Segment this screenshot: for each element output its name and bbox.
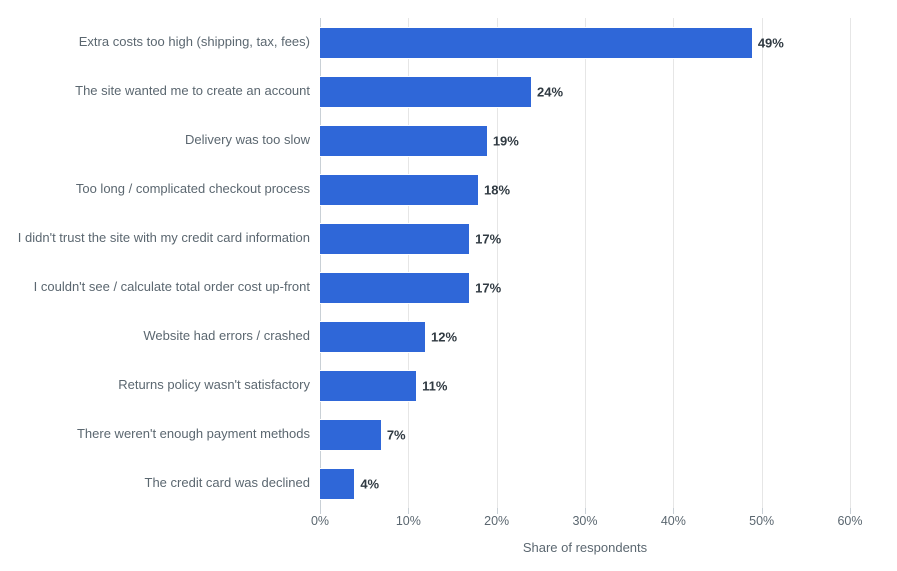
y-axis-label: Too long / complicated checkout process xyxy=(8,165,310,214)
y-axis-labels: Extra costs too high (shipping, tax, fee… xyxy=(8,18,310,508)
bar[interactable]: 7% xyxy=(320,419,382,451)
x-tick-label: 50% xyxy=(749,514,774,528)
bar-value-label: 49% xyxy=(758,35,784,50)
x-tick-label: 10% xyxy=(396,514,421,528)
gridline xyxy=(850,18,851,508)
bars-layer: 49% 24% 19% 18% 17% 17% 12% 11% 7% 4% xyxy=(320,18,850,508)
y-axis-label: There weren't enough payment methods xyxy=(8,410,310,459)
y-axis-label: I didn't trust the site with my credit c… xyxy=(8,214,310,263)
bar[interactable]: 24% xyxy=(320,76,532,108)
x-tick-label: 40% xyxy=(661,514,686,528)
bar[interactable]: 19% xyxy=(320,125,488,157)
bar-value-label: 17% xyxy=(475,280,501,295)
bar[interactable]: 12% xyxy=(320,321,426,353)
bar-value-label: 4% xyxy=(360,476,379,491)
y-axis-label: Website had errors / crashed xyxy=(8,312,310,361)
bar[interactable]: 17% xyxy=(320,272,470,304)
y-axis-label: Returns policy wasn't satisfactory xyxy=(8,361,310,410)
bar-value-label: 24% xyxy=(537,84,563,99)
y-axis-label: The credit card was declined xyxy=(8,459,310,508)
y-axis-label: Extra costs too high (shipping, tax, fee… xyxy=(8,18,310,67)
x-tick-label: 20% xyxy=(484,514,509,528)
bar-value-label: 17% xyxy=(475,231,501,246)
x-tick-label: 60% xyxy=(837,514,862,528)
y-axis-label: I couldn't see / calculate total order c… xyxy=(8,263,310,312)
bar-value-label: 11% xyxy=(422,378,447,393)
bar-value-label: 18% xyxy=(484,182,510,197)
x-tick-label: 0% xyxy=(311,514,329,528)
bar[interactable]: 49% xyxy=(320,27,753,59)
bar-value-label: 12% xyxy=(431,329,457,344)
bar[interactable]: 11% xyxy=(320,370,417,402)
x-tick-label: 30% xyxy=(572,514,597,528)
plot-area: 49%24%19%18%17%17%12%11%7%4% Share of re… xyxy=(320,18,850,508)
chart-container: Extra costs too high (shipping, tax, fee… xyxy=(0,0,897,571)
bar[interactable]: 4% xyxy=(320,468,355,500)
y-axis-label: The site wanted me to create an account xyxy=(8,67,310,116)
x-axis-title: Share of respondents xyxy=(523,540,647,555)
y-axis-label: Delivery was too slow xyxy=(8,116,310,165)
bar[interactable]: 17% xyxy=(320,223,470,255)
bar[interactable]: 18% xyxy=(320,174,479,206)
bar-value-label: 7% xyxy=(387,427,406,442)
bar-value-label: 19% xyxy=(493,133,519,148)
